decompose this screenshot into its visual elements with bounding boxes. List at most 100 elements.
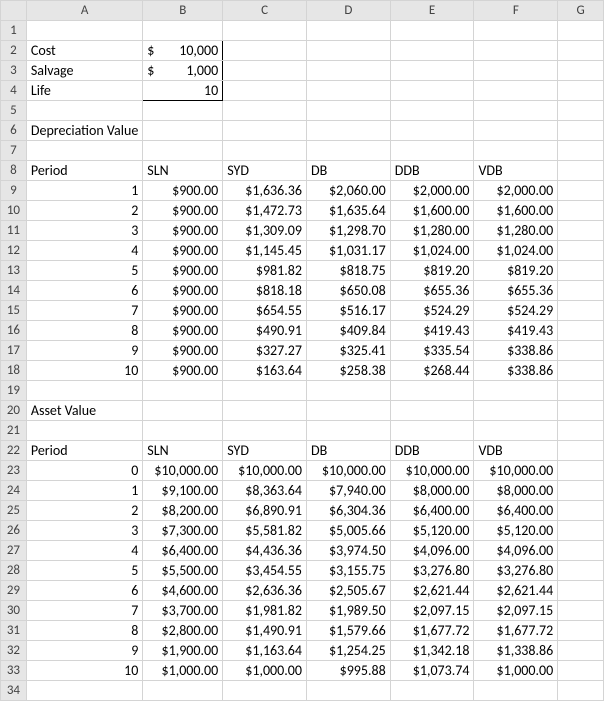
row-header[interactable]: 26: [1, 521, 27, 541]
cell[interactable]: $327.27: [223, 341, 307, 361]
cell[interactable]: $1,000.00: [143, 661, 223, 681]
cell[interactable]: $8,363.64: [223, 481, 307, 501]
cell[interactable]: $2,621.44: [474, 581, 558, 601]
cell[interactable]: $1,342.18: [390, 641, 474, 661]
cell[interactable]: [558, 21, 604, 41]
cell[interactable]: 2: [26, 501, 142, 521]
cell[interactable]: $1,024.00: [474, 241, 558, 261]
cell[interactable]: $325.41: [306, 341, 390, 361]
cell[interactable]: [390, 681, 474, 701]
cell[interactable]: $2,000.00: [474, 181, 558, 201]
cell[interactable]: $3,276.80: [390, 561, 474, 581]
cell[interactable]: [306, 81, 390, 101]
cell[interactable]: [143, 401, 223, 421]
row-header[interactable]: 16: [1, 321, 27, 341]
cell[interactable]: $1,579.66: [306, 621, 390, 641]
cell[interactable]: Period: [26, 161, 142, 181]
cell[interactable]: [390, 401, 474, 421]
cell[interactable]: [306, 121, 390, 141]
cell[interactable]: [26, 21, 142, 41]
cell[interactable]: 9: [26, 341, 142, 361]
cell[interactable]: [474, 121, 558, 141]
cell[interactable]: $2,636.36: [223, 581, 307, 601]
cell[interactable]: Life: [26, 81, 142, 101]
cell[interactable]: [558, 301, 604, 321]
cell[interactable]: $9,100.00: [143, 481, 223, 501]
row-header[interactable]: 27: [1, 541, 27, 561]
cell[interactable]: 7: [26, 301, 142, 321]
cell[interactable]: $1,024.00: [390, 241, 474, 261]
cell[interactable]: $5,120.00: [390, 521, 474, 541]
cell[interactable]: $2,097.15: [474, 601, 558, 621]
row-header[interactable]: 28: [1, 561, 27, 581]
cell[interactable]: [558, 41, 604, 61]
cell[interactable]: [474, 141, 558, 161]
cell[interactable]: $1,989.50: [306, 601, 390, 621]
cell[interactable]: [558, 441, 604, 461]
col-header-E[interactable]: E: [390, 1, 474, 21]
cell[interactable]: [474, 81, 558, 101]
cell[interactable]: $4,096.00: [474, 541, 558, 561]
row-header[interactable]: 23: [1, 461, 27, 481]
row-header[interactable]: 11: [1, 221, 27, 241]
cell[interactable]: [143, 381, 223, 401]
col-header-F[interactable]: F: [474, 1, 558, 21]
cell[interactable]: $1,280.00: [474, 221, 558, 241]
cell[interactable]: $1,636.36: [223, 181, 307, 201]
cell[interactable]: $1,472.73: [223, 201, 307, 221]
cell[interactable]: $654.55: [223, 301, 307, 321]
cell[interactable]: [558, 321, 604, 341]
cell[interactable]: $6,400.00: [474, 501, 558, 521]
cell[interactable]: 3: [26, 521, 142, 541]
cell[interactable]: $6,400.00: [390, 501, 474, 521]
spreadsheet[interactable]: A B C D E F G 12Cost$10,0003Salvage$1,00…: [0, 0, 604, 701]
row-header[interactable]: 3: [1, 61, 27, 81]
cell[interactable]: VDB: [474, 161, 558, 181]
cell[interactable]: [306, 41, 390, 61]
cell[interactable]: $2,505.67: [306, 581, 390, 601]
cell[interactable]: 4: [26, 541, 142, 561]
cell[interactable]: $268.44: [390, 361, 474, 381]
cell[interactable]: [474, 21, 558, 41]
row-header[interactable]: 31: [1, 621, 27, 641]
cell[interactable]: 0: [26, 461, 142, 481]
cell[interactable]: [474, 41, 558, 61]
cell[interactable]: 7: [26, 601, 142, 621]
cell[interactable]: [143, 421, 223, 441]
cell[interactable]: $338.86: [474, 341, 558, 361]
row-header[interactable]: 17: [1, 341, 27, 361]
cell[interactable]: $409.84: [306, 321, 390, 341]
cell[interactable]: DDB: [390, 161, 474, 181]
cell[interactable]: [26, 101, 142, 121]
cell[interactable]: $10,000.00: [143, 461, 223, 481]
cell[interactable]: [558, 601, 604, 621]
cell[interactable]: $5,120.00: [474, 521, 558, 541]
cell[interactable]: [143, 121, 223, 141]
col-header-B[interactable]: B: [143, 1, 223, 21]
cell[interactable]: [558, 221, 604, 241]
cell[interactable]: 4: [26, 241, 142, 261]
cell[interactable]: $7,940.00: [306, 481, 390, 501]
cell[interactable]: [306, 61, 390, 81]
cell[interactable]: [558, 201, 604, 221]
cell[interactable]: [223, 421, 307, 441]
cell[interactable]: $3,454.55: [223, 561, 307, 581]
cell[interactable]: [558, 341, 604, 361]
cell[interactable]: SLN: [143, 441, 223, 461]
cell[interactable]: $5,005.66: [306, 521, 390, 541]
cell[interactable]: [223, 61, 307, 81]
cell[interactable]: $338.86: [474, 361, 558, 381]
cell[interactable]: [474, 421, 558, 441]
cell[interactable]: $1,981.82: [223, 601, 307, 621]
cell[interactable]: 2: [26, 201, 142, 221]
cell[interactable]: 10: [26, 661, 142, 681]
cell[interactable]: DB: [306, 441, 390, 461]
cell[interactable]: $1,309.09: [223, 221, 307, 241]
cell[interactable]: $3,276.80: [474, 561, 558, 581]
cell[interactable]: [143, 101, 223, 121]
cell[interactable]: $819.20: [390, 261, 474, 281]
cell[interactable]: [390, 61, 474, 81]
cell[interactable]: 10: [26, 361, 142, 381]
cell[interactable]: $2,097.15: [390, 601, 474, 621]
cell[interactable]: $900.00: [143, 281, 223, 301]
